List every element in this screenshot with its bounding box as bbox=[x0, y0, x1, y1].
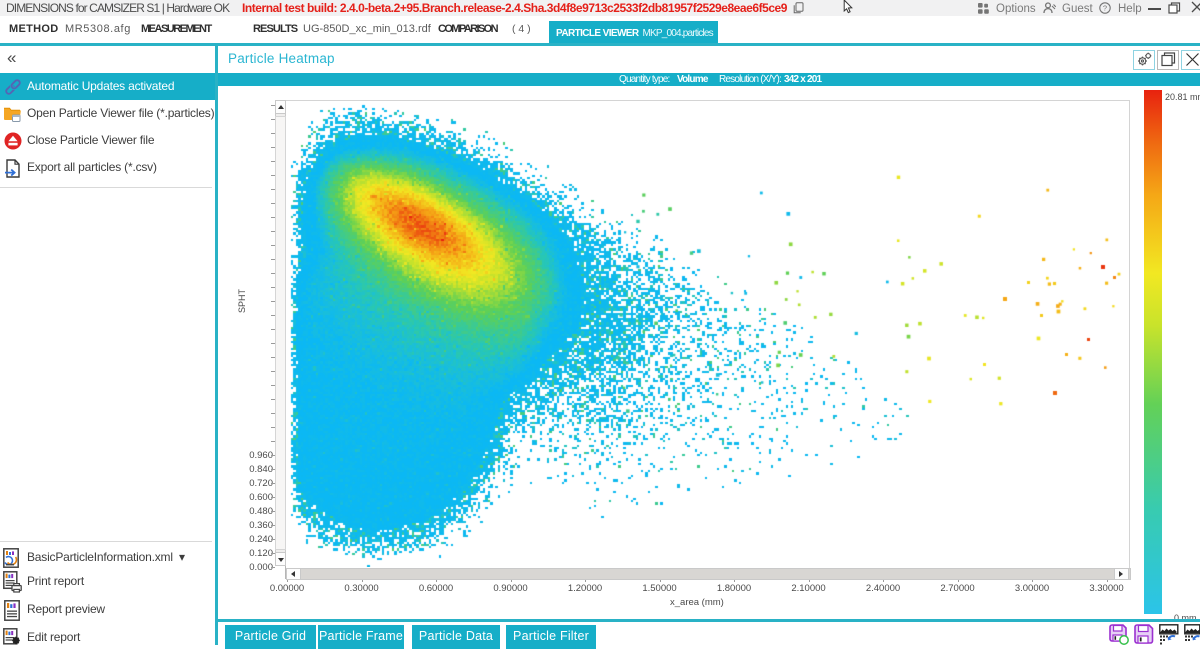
svg-text:?: ? bbox=[1103, 4, 1107, 13]
